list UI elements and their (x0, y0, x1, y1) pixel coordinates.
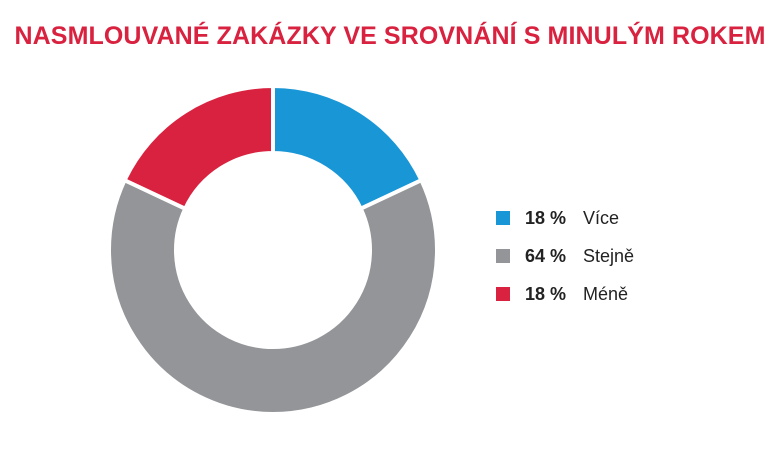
legend-label: Více (583, 207, 620, 228)
legend-item-vice: 18 % Více (496, 199, 634, 237)
legend: 18 % Více 64 % Stejně 18 % Méně (496, 199, 634, 313)
legend-item-mene: 18 % Méně (496, 275, 634, 313)
legend-percent: 18 % (525, 283, 567, 304)
legend-percent: 64 % (525, 245, 567, 266)
chart-title: NASMLOUVANÉ ZAKÁZKY VE SROVNÁNÍ S MINULÝ… (14, 22, 766, 50)
donut-slice-stejně (107, 177, 439, 416)
legend-swatch (496, 211, 510, 225)
legend-item-stejne: 64 % Stejně (496, 237, 634, 275)
legend-swatch (496, 287, 510, 301)
legend-percent: 18 % (525, 207, 567, 228)
legend-swatch (496, 249, 510, 263)
donut-slice-méně (121, 83, 275, 212)
legend-label: Stejně (583, 245, 635, 266)
legend-label: Méně (583, 283, 629, 304)
